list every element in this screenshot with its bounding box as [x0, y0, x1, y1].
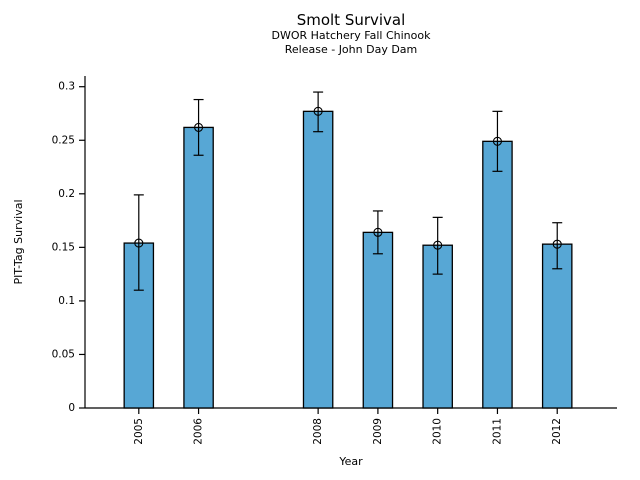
mean-marker — [373, 227, 383, 237]
mean-marker — [552, 239, 562, 249]
y-tick-label: 0.15 — [52, 241, 75, 253]
bar-2009 — [362, 231, 394, 409]
bar-2011 — [482, 140, 513, 409]
chart-subtitle-line1: DWOR Hatchery Fall Chinook — [271, 29, 431, 42]
mean-marker — [194, 122, 204, 132]
bar-2006 — [183, 126, 214, 409]
chart-title: Smolt Survival — [296, 11, 406, 29]
y-tick-label: 0 — [68, 402, 75, 414]
mean-marker — [313, 106, 323, 116]
mean-marker — [134, 238, 144, 248]
x-tick-label: 2005 — [133, 418, 145, 445]
x-axis-label: Year — [339, 455, 363, 468]
y-tick-label: 0.1 — [58, 295, 75, 307]
x-tick-label: 2008 — [312, 418, 324, 445]
x-tick-label: 2012 — [551, 418, 563, 445]
x-tick-label: 2011 — [491, 418, 503, 445]
x-tick-label: 2009 — [372, 418, 384, 445]
y-tick-label: 0.05 — [52, 348, 75, 360]
y-tick-label: 0.25 — [52, 134, 75, 146]
chart-subtitle-line2: Release - John Day Dam — [284, 43, 418, 56]
y-tick-label: 0.3 — [58, 81, 75, 93]
mean-marker — [433, 240, 443, 250]
x-tick-label: 2010 — [432, 418, 444, 445]
mean-marker — [492, 136, 502, 146]
x-tick-label: 2006 — [193, 418, 205, 445]
y-tick-label: 0.2 — [58, 188, 75, 200]
bar-2008 — [302, 110, 334, 409]
